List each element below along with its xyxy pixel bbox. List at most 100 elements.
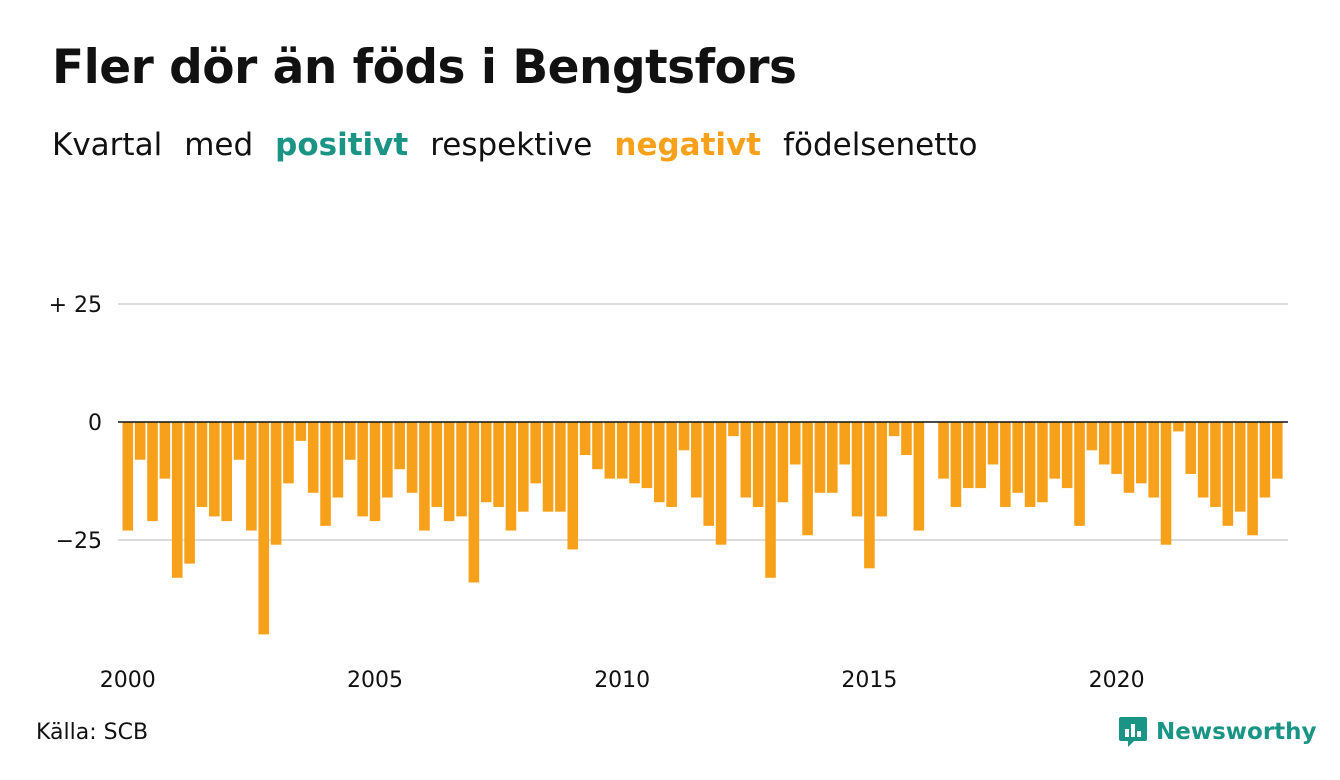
bar [443,422,455,522]
bar [555,422,566,512]
bar [147,422,158,522]
bar [579,422,591,456]
subtitle-word-respektive: respektive [430,127,593,163]
bar [419,422,430,531]
bar [1086,422,1098,451]
subtitle-word-med: med [184,127,254,163]
bar [1111,422,1122,474]
bar [1024,422,1036,507]
bar [171,422,183,578]
bar [320,422,331,526]
y-tick-label: + 25 [49,293,102,318]
bar [468,422,480,583]
brand-logo: Newsworthy [1118,715,1317,749]
subtitle-negative-label: negativt [614,127,762,163]
bar [851,422,863,517]
bar [641,422,653,489]
bar [406,422,418,493]
subtitle-positive-label: positivt [275,127,409,163]
x-tick-label: 2020 [1089,668,1145,693]
subtitle-word-kvartal: Kvartal [52,127,163,163]
bar [332,422,344,498]
bar [728,422,739,437]
bar [493,422,504,507]
bar [666,422,677,507]
bar [789,422,801,465]
bar [307,422,319,493]
bar [246,422,257,531]
bar [604,422,616,479]
bar [629,422,640,484]
bar [1210,422,1221,507]
bar [184,422,195,564]
bar [777,422,789,503]
bar [1160,422,1172,545]
bar [1247,422,1258,536]
bar [1148,422,1159,498]
bar [814,422,826,493]
bar [901,422,912,456]
bar [1049,422,1061,479]
bar [542,422,554,512]
bar [1000,422,1011,507]
bar [1185,422,1197,474]
bar [1271,422,1283,479]
bar [938,422,949,479]
subtitle-word-fodelsenetto: födelsenetto [783,127,978,163]
bar [1098,422,1110,465]
bar [530,422,541,484]
bar [567,422,579,550]
x-tick-label: 2015 [841,668,897,693]
bar [431,422,443,507]
bar [518,422,529,512]
bar [344,422,356,460]
y-tick-label: 0 [88,411,102,436]
x-tick-label: 2010 [594,668,650,693]
bar [258,422,270,635]
bar [765,422,776,578]
bar [913,422,925,531]
bar [616,422,628,479]
bar [357,422,368,517]
bar [703,422,715,526]
bar [678,422,690,451]
bar [802,422,813,536]
bar [950,422,962,507]
chart-subtitle: Kvartal med positivt respektive negativt föde… [52,127,1000,163]
bar [715,422,727,545]
y-tick-label: −25 [56,529,102,554]
bar [1222,422,1234,526]
bar [1234,422,1246,512]
bar [653,422,665,503]
chart-title: Fler dör än föds i Bengtsfors [52,40,797,95]
bar [1173,422,1184,432]
bar [827,422,838,493]
bar [505,422,517,531]
bar [233,422,245,460]
bar [962,422,974,489]
bar [752,422,764,507]
bar [592,422,603,470]
bar [1197,422,1209,498]
x-tick-label: 2005 [347,668,403,693]
bar [1136,422,1147,484]
bar [691,422,702,498]
bar [1061,422,1073,489]
bar [369,422,381,522]
bar [283,422,294,484]
bar [209,422,220,517]
bar [134,422,146,460]
x-tick-label: 2000 [100,668,156,693]
bar [1012,422,1024,493]
bar [221,422,232,522]
bar [888,422,900,437]
bar [122,422,134,531]
bar [864,422,875,569]
brand-name: Newsworthy [1156,719,1317,745]
bar [839,422,850,465]
bar [1123,422,1135,493]
bar [270,422,282,545]
bar [196,422,208,507]
bar [1074,422,1085,526]
